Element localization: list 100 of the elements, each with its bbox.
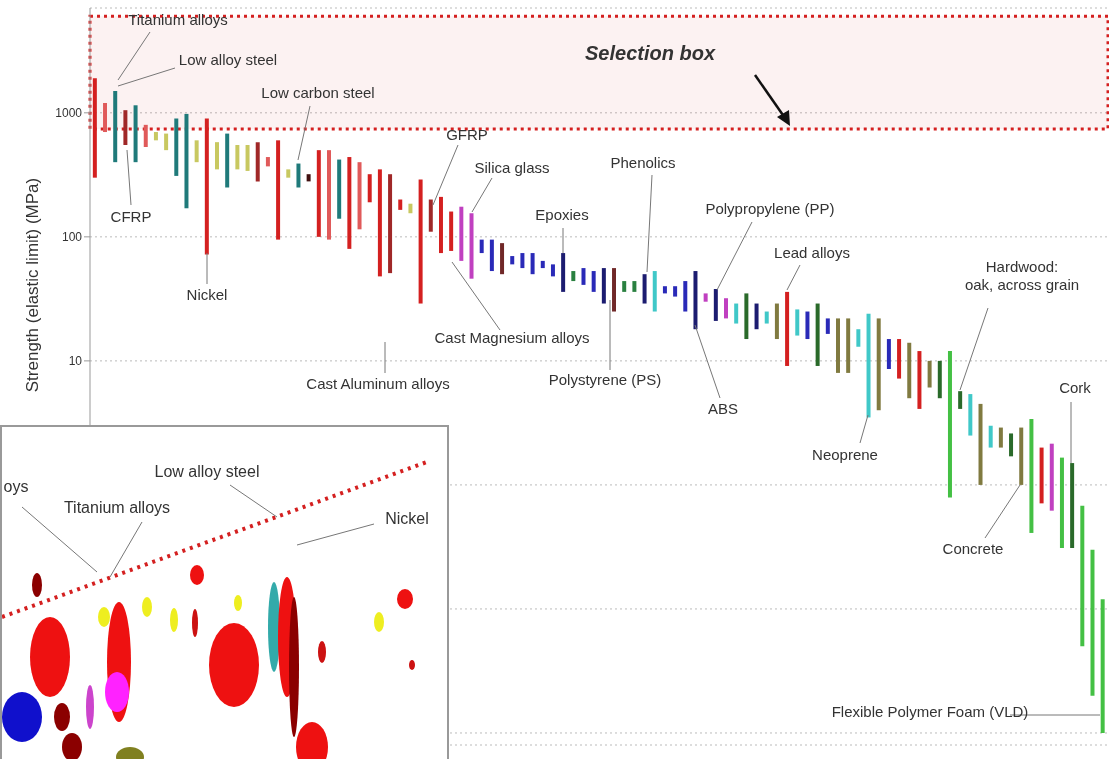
bar: [937, 360, 942, 399]
bar: [835, 318, 840, 373]
bar: [296, 163, 301, 188]
bar: [947, 351, 952, 498]
bar: [703, 293, 708, 302]
bar: [754, 303, 759, 330]
bar: [632, 281, 637, 292]
bar: [815, 303, 820, 366]
bar: [428, 199, 433, 232]
bar: [652, 271, 657, 312]
annotation: Neoprene: [812, 446, 878, 463]
bar: [856, 329, 861, 347]
bar: [1100, 599, 1105, 733]
bar: [561, 253, 566, 292]
annotation: Nickel: [186, 286, 228, 303]
bar: [673, 286, 678, 297]
annotation: Nickel: [385, 510, 429, 527]
bar: [1029, 419, 1034, 533]
bar: [1059, 457, 1064, 548]
annotation: Flexible Polymer Foam (VLD): [831, 703, 1029, 720]
bar: [927, 360, 932, 388]
bar: [164, 133, 169, 151]
bar: [510, 256, 515, 265]
bar: [998, 427, 1003, 448]
annotation: Low alloy steel: [154, 463, 260, 480]
bar: [276, 140, 281, 240]
bar: [449, 211, 454, 251]
y-tick-label: 1000: [55, 106, 83, 121]
bar: [337, 159, 342, 219]
bar: [988, 425, 993, 448]
bar: [958, 391, 963, 409]
bar: [825, 318, 830, 334]
bar: [235, 145, 240, 170]
bar: [377, 169, 382, 277]
annotation: Cast Magnesium alloys: [434, 329, 590, 346]
annotation: Low carbon steel: [261, 84, 375, 101]
bar: [520, 253, 525, 269]
bar: [92, 78, 97, 178]
bar: [550, 264, 555, 277]
bar: [1090, 549, 1095, 696]
bar: [642, 274, 647, 304]
annotation: Lead alloys: [774, 244, 850, 261]
bar: [764, 311, 769, 324]
bar: [866, 313, 871, 418]
bar: [571, 271, 576, 282]
bar: [347, 157, 352, 249]
bar: [255, 142, 260, 182]
bar: [459, 206, 464, 261]
bar: [1009, 433, 1014, 457]
annotation: Phenolics: [610, 154, 676, 171]
bar: [540, 260, 545, 269]
bar: [123, 110, 128, 146]
bar: [133, 105, 138, 163]
bar: [978, 403, 983, 485]
annotation: Concrete: [942, 540, 1004, 557]
bar: [286, 169, 291, 178]
y-tick-label: 10: [68, 354, 83, 369]
bar: [876, 318, 881, 411]
annotation: Titanium alloys: [63, 499, 171, 516]
annotation: Silica glass: [474, 159, 550, 176]
bar: [215, 142, 220, 170]
bar: [388, 174, 393, 274]
annotation: Hardwood: oak, across grain: [964, 258, 1080, 293]
bar: [1039, 447, 1044, 504]
bar: [662, 286, 667, 294]
annotation: Cast Aluminum alloys: [306, 375, 450, 392]
bar: [204, 118, 209, 255]
annotation: Titanium alloys: [128, 11, 228, 28]
bar: [734, 303, 739, 324]
bar: [398, 199, 403, 210]
bar: [897, 339, 902, 379]
bar: [785, 291, 790, 366]
bar: [408, 203, 413, 214]
annotation: Polystyrene (PS): [548, 371, 662, 388]
band-label: Selection box: [584, 42, 716, 64]
bar: [846, 318, 851, 373]
bar: [530, 253, 535, 275]
bar: [612, 268, 617, 312]
bar: [581, 268, 586, 285]
bar: [113, 90, 118, 163]
bar: [265, 157, 270, 167]
bar: [326, 150, 331, 240]
bar: [153, 132, 158, 141]
bar: [724, 298, 729, 319]
bar: [601, 268, 606, 304]
bar: [245, 145, 250, 171]
bar: [744, 293, 749, 340]
text: oys: [3, 478, 29, 495]
y-axis-title: Strength (elastic limit) (MPa): [23, 177, 42, 393]
y-tick-label: 100: [61, 230, 83, 245]
bar: [367, 174, 372, 203]
bar: [489, 239, 494, 272]
annotation: GFRP: [446, 126, 488, 143]
bar: [968, 394, 973, 436]
annotation: Cork: [1059, 379, 1092, 396]
bar: [774, 303, 779, 340]
bar: [795, 309, 800, 336]
bar: [479, 239, 484, 254]
bar: [469, 213, 474, 279]
bar: [316, 150, 321, 237]
